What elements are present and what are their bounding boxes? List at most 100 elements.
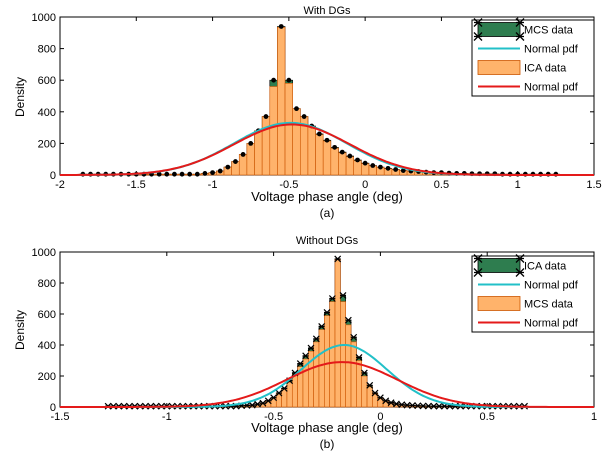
data-marker [202,171,208,176]
data-marker [392,400,400,408]
legend-label: MCS data [524,25,574,37]
legend-label: Normal pdf [524,44,579,56]
bar-orange [353,160,362,176]
data-marker [398,401,406,409]
data-marker [302,352,310,360]
x-axis-label: Voltage phase angle (deg) [251,420,403,435]
data-marker [332,144,338,150]
bar-orange [315,134,324,176]
data-marker [316,131,322,137]
bar-orange [345,156,355,176]
x-tick-label: 0 [377,411,383,423]
x-tick-label: 0.5 [434,179,449,191]
data-marker [324,137,330,143]
legend-swatch-orange [477,296,521,311]
bar-orange [340,301,346,408]
data-marker [194,171,200,177]
y-tick-label: 400 [38,107,56,119]
x-tick-label: -0.5 [279,179,298,191]
data-marker [339,291,347,299]
legend-label: ICA data [524,261,567,273]
data-marker [164,171,170,177]
panel-caption: (a) [320,206,335,220]
data-marker [323,309,331,316]
data-marker [414,402,422,410]
data-marker [347,153,353,159]
data-marker [233,159,238,164]
y-tick-label: 800 [38,278,56,290]
data-marker [254,400,262,408]
data-marker [435,402,443,410]
chart-panel-a: With DGs -2 -1.5 -1 -0.5 0 0.5 1 1.5 0 200 400 600 8… [13,5,602,220]
data-marker [339,149,345,155]
bar-orange [345,324,352,408]
x-tick-label: -1.5 [51,411,70,423]
y-tick-label: 1000 [32,247,56,259]
data-marker [210,170,215,176]
y-tick-label: 800 [38,44,56,56]
data-marker [344,316,352,324]
data-marker [248,401,256,409]
data-marker [334,255,342,263]
bar-orange [284,83,293,176]
bar-orange [292,108,301,176]
bar-orange [307,126,316,176]
legend-marker [473,32,483,41]
legend-marker [515,254,525,263]
data-marker [264,397,272,405]
legend-swatch-green [477,22,521,37]
legend-marker [515,18,525,27]
bar-orange [324,315,330,408]
data-marker [187,171,193,177]
data-marker [430,402,438,410]
legend: MCS data Normal pdf ICA data Normal pdf [471,18,595,97]
data-marker [378,164,383,170]
data-marker [312,335,320,343]
data-marker [355,353,363,361]
data-marker [425,402,432,410]
data-marker [385,165,391,171]
data-marker [248,141,254,146]
pdf-curve-red [60,123,594,176]
data-marker [217,168,223,174]
legend-swatch-green [477,258,521,273]
legend-marker [473,254,483,263]
bar-orange [238,154,248,176]
bar-orange [286,381,293,408]
y-tick-label: 200 [38,371,56,383]
bar-orange [277,26,286,176]
data-marker [263,114,269,119]
bar-orange [269,86,278,176]
data-marker [419,402,427,410]
legend: ICA data Normal pdf MCS data Normal pdf [471,254,595,333]
y-tick-label: 0 [50,402,56,414]
data-marker [286,77,292,83]
data-marker [355,157,360,163]
pdf-curve-red [60,361,594,408]
bar-orange [246,143,255,176]
bar-orange [254,130,263,176]
y-axis-label: Density [13,310,27,350]
chart-title: Without DGs [296,235,359,247]
data-marker [259,399,267,407]
data-marker [225,164,231,170]
y-axis-label: Density [13,77,27,117]
x-tick-label: 0 [362,179,368,191]
legend-label: Normal pdf [524,82,579,94]
legend-swatch-orange [477,60,521,75]
x-tick-label: -0.5 [264,411,283,423]
x-tick-label: -1 [162,411,172,423]
data-marker [240,152,246,157]
data-marker [362,160,368,166]
legend-marker [473,18,483,27]
bar-orange [350,341,357,408]
data-marker [400,168,406,173]
bar-orange [281,388,288,408]
x-tick-label: -1 [208,179,218,191]
bar-orange [334,259,341,408]
chart-title: With DGs [303,5,351,17]
x-tick-label: 0.5 [480,411,495,423]
bar-orange [329,301,336,408]
data-marker [350,333,358,341]
